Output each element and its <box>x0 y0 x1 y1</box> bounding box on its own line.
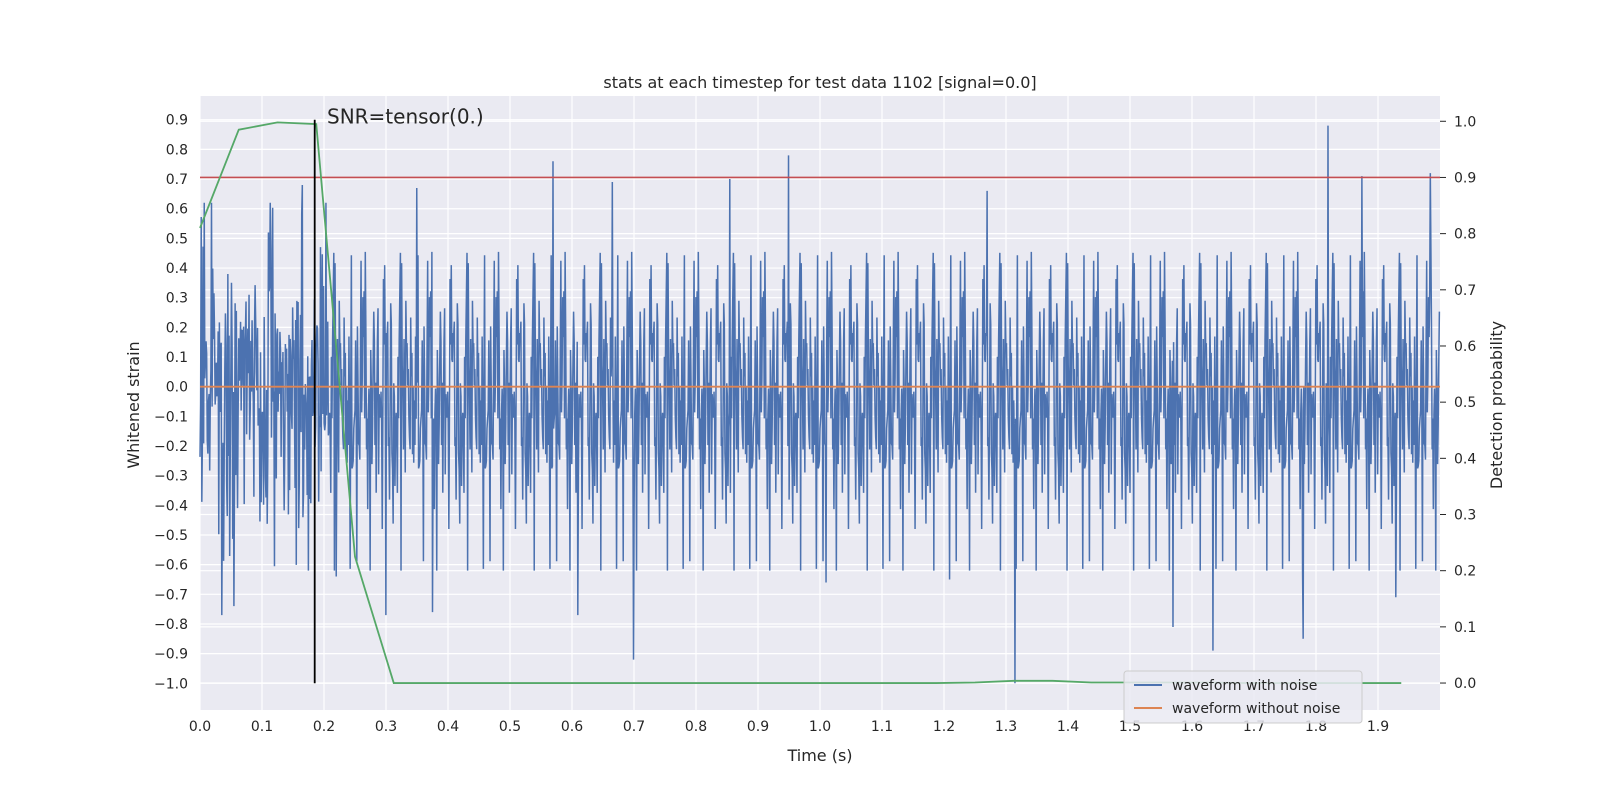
y-tick-label-right: 0.0 <box>1454 676 1476 692</box>
x-tick-label: 0.3 <box>375 719 397 735</box>
y-tick-label-right: 1.0 <box>1454 114 1476 130</box>
y-tick-label-left: −0.5 <box>154 528 188 544</box>
y-tick-label-right: 0.5 <box>1454 395 1476 411</box>
x-tick-label: 0.6 <box>561 719 583 735</box>
snr-annotation: SNR=tensor(0.) <box>327 105 484 129</box>
legend-box <box>1123 670 1363 724</box>
y-tick-label-left: 0.8 <box>166 142 188 158</box>
x-tick-label: 0.9 <box>747 719 769 735</box>
y-tick-label-right: 0.4 <box>1454 451 1476 467</box>
y-tick-label-left: 0.4 <box>166 261 188 277</box>
x-axis-label: Time (s) <box>786 746 852 765</box>
y-tick-label-left: −0.8 <box>154 617 188 633</box>
y-tick-label-left: −0.6 <box>154 558 188 574</box>
x-tick-label: 1.2 <box>933 719 955 735</box>
x-tick-label: 0.8 <box>685 719 707 735</box>
x-tick-label: 0.7 <box>623 719 645 735</box>
y-tick-label-right: 0.9 <box>1454 170 1476 186</box>
y-tick-label-left: 0.6 <box>166 202 188 218</box>
x-tick-label: 0.1 <box>251 719 273 735</box>
y-tick-label-left: 0.7 <box>166 172 188 188</box>
legend: waveform with noise waveform without noi… <box>1123 670 1363 724</box>
x-tick-label: 1.3 <box>995 719 1017 735</box>
x-tick-label: 0.4 <box>437 719 459 735</box>
x-tick-label: 0.5 <box>499 719 521 735</box>
legend-label-waveform-with-noise: waveform with noise <box>1172 678 1317 694</box>
y-tick-label-left: 0.3 <box>166 291 188 307</box>
y-tick-label-right: 0.2 <box>1454 564 1476 580</box>
y-tick-label-left: −0.9 <box>154 647 188 663</box>
y-tick-label-left: −1.0 <box>154 676 188 692</box>
y-tick-label-left: 0.5 <box>166 231 188 247</box>
x-tick-label: 0.2 <box>313 719 335 735</box>
y-tick-label-left: 0.0 <box>166 380 188 396</box>
series-layer <box>199 119 1441 684</box>
tick-labels: 0.0 0.1 0.2 0.3 0.4 0.5 0.6 0.7 0.8 0.9 1.0 1.1 1.2 1… <box>154 113 1476 735</box>
y-tick-label-right: 0.7 <box>1454 283 1476 299</box>
x-tick-label: 1.4 <box>1057 719 1079 735</box>
y-tick-label-right: 0.6 <box>1454 339 1476 355</box>
y-tick-label-left: −0.7 <box>154 587 188 603</box>
x-tick-label: 1.1 <box>871 719 893 735</box>
y-tick-label-left: −0.4 <box>154 498 188 514</box>
y-tick-label-right: 0.8 <box>1454 227 1476 243</box>
y-tick-label-left: 0.2 <box>166 320 188 336</box>
y-axis-left-label: Whitened strain <box>124 341 143 468</box>
x-tick-label: 1.0 <box>809 719 831 735</box>
y-tick-label-left: −0.2 <box>154 439 188 455</box>
y-tick-label-right: 0.1 <box>1454 620 1476 636</box>
x-tick-label: 1.9 <box>1367 719 1389 735</box>
y-axis-right-label: Detection probability <box>1487 321 1506 489</box>
y-tick-label-left: −0.3 <box>154 469 188 485</box>
series-waveform-with-noise <box>199 125 1441 684</box>
y-tick-label-right: 0.3 <box>1454 508 1476 524</box>
x-tick-label: 0.0 <box>189 719 211 735</box>
chart-title: stats at each timestep for test data 110… <box>603 73 1036 92</box>
y-tick-label-left: −0.1 <box>154 409 188 425</box>
y-tick-label-left: 0.1 <box>166 350 188 366</box>
legend-label-waveform-without-noise: waveform without noise <box>1172 701 1340 717</box>
y-tick-label-left: 0.9 <box>166 113 188 129</box>
